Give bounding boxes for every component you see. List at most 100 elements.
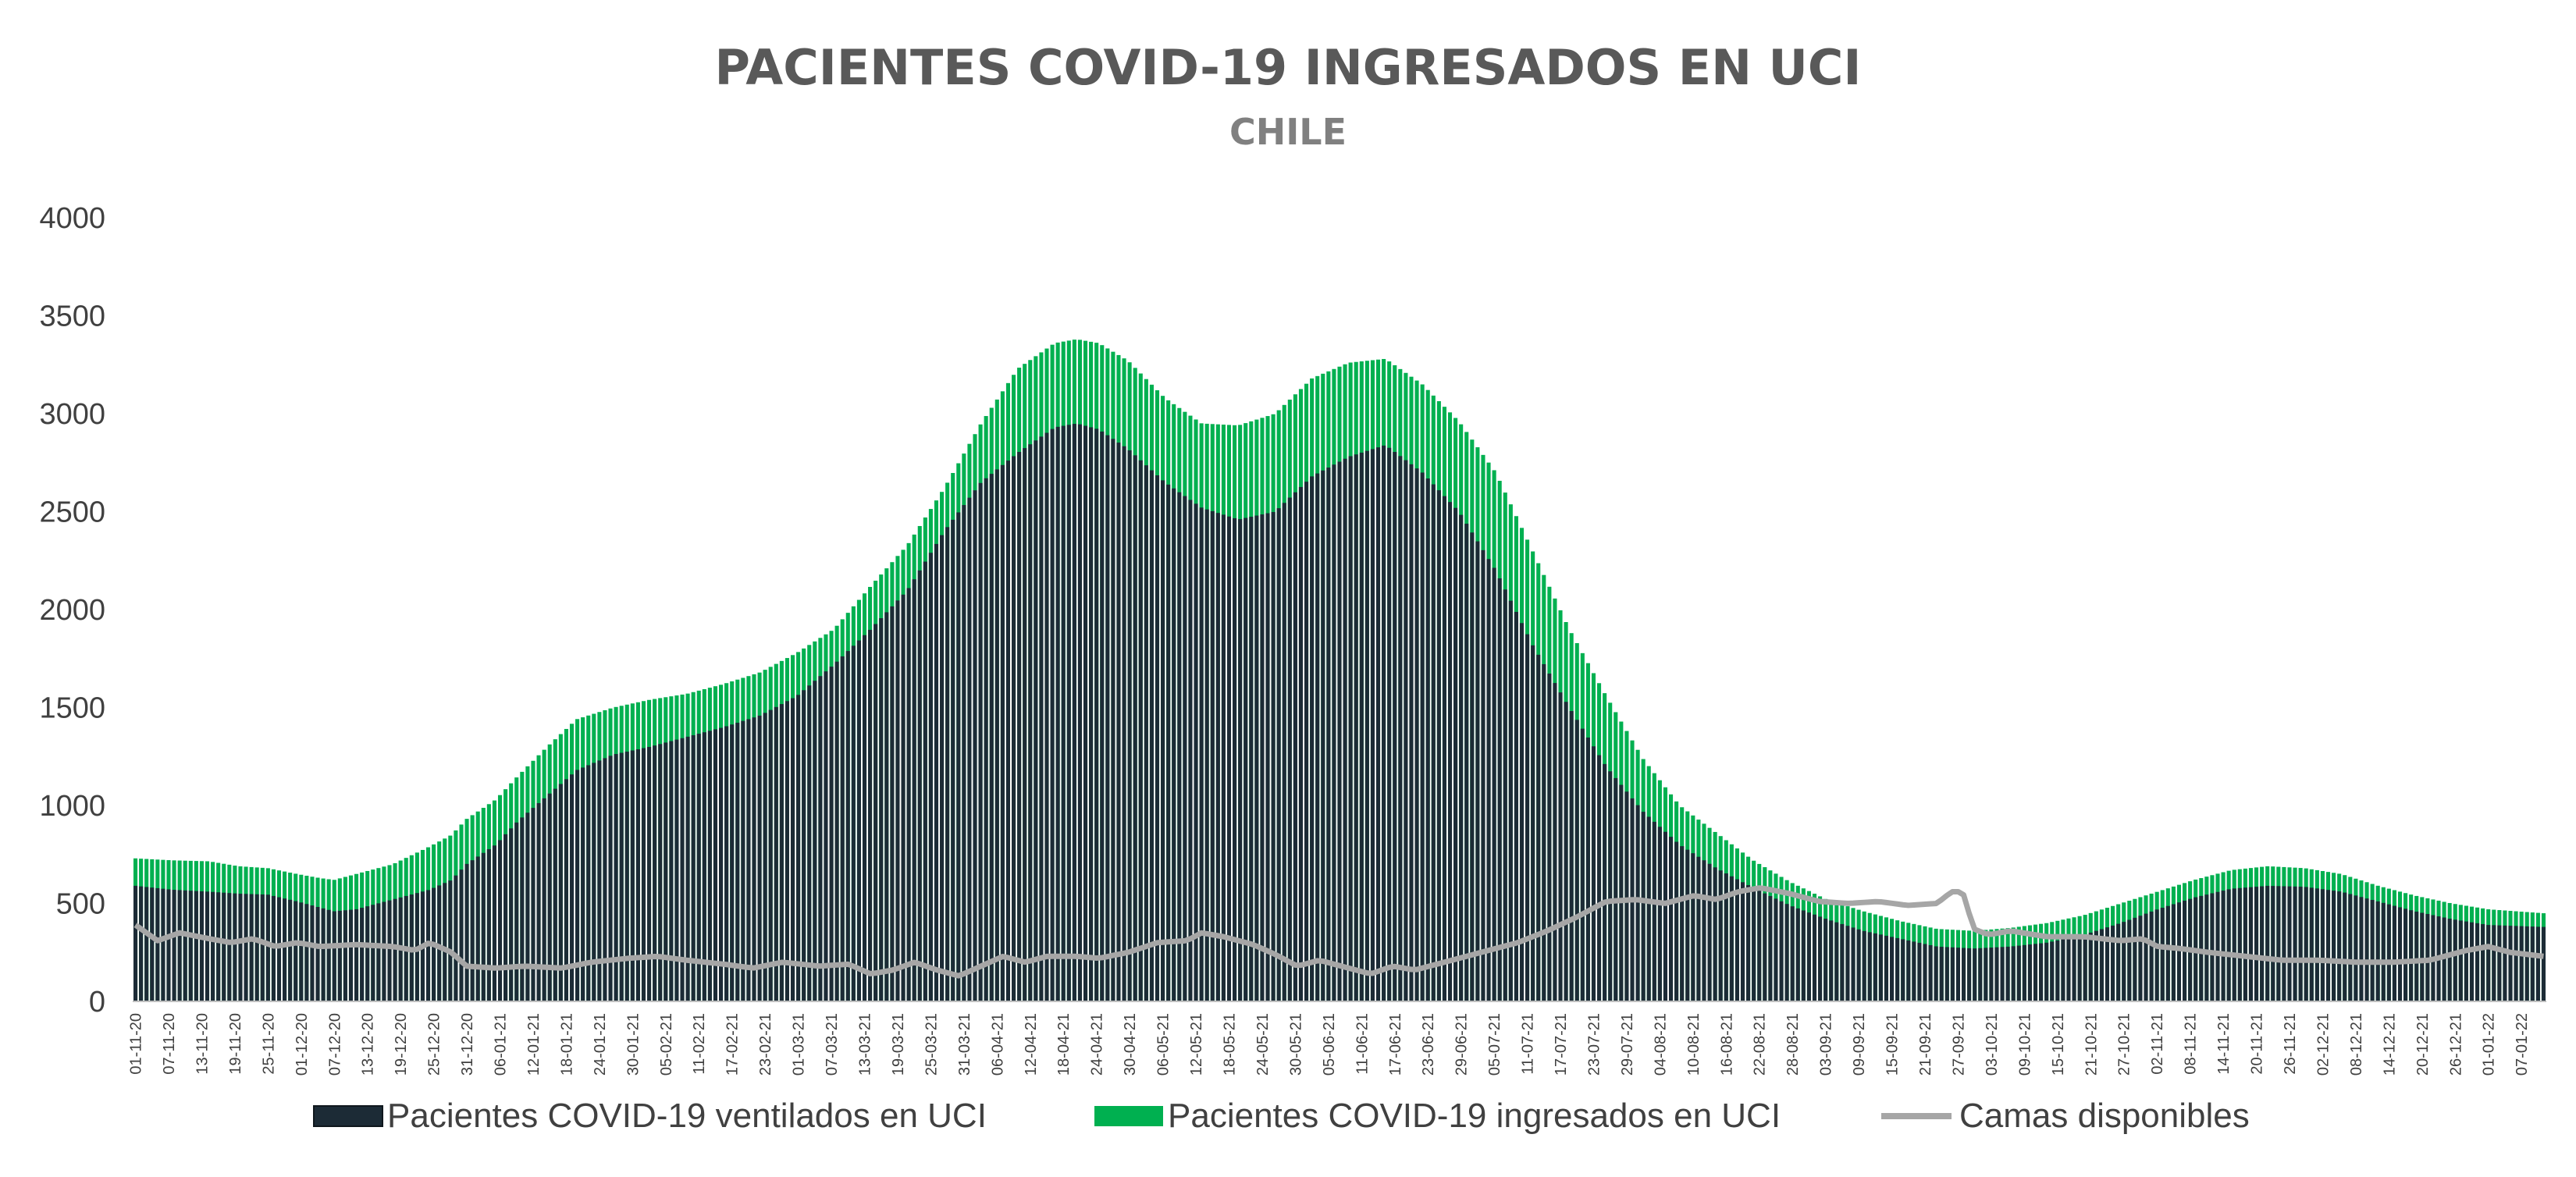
bar-ventilados: [2332, 891, 2336, 1001]
bar-ventilados: [1795, 908, 1800, 1001]
bar-ventilados: [1569, 710, 1574, 1001]
bar-ventilados: [1873, 933, 1877, 1001]
bar-ventilados: [669, 741, 674, 1001]
bar-ventilados: [1735, 879, 1739, 1001]
x-tick-label: 18-01-21: [558, 1013, 575, 1076]
bar-ventilados: [1122, 446, 1126, 1001]
x-tick-label: 03-09-21: [1818, 1013, 1835, 1076]
bar-ventilados: [1912, 941, 1916, 1001]
bar-ventilados: [514, 822, 519, 1001]
bar-ventilados: [614, 754, 618, 1001]
bar-ventilados: [448, 880, 453, 1001]
bar-ventilados: [624, 752, 629, 1001]
bar-ventilados: [785, 701, 789, 1001]
x-tick-label: 29-06-21: [1453, 1013, 1471, 1076]
bar-ventilados: [172, 890, 176, 1001]
bar-ventilados: [1984, 948, 1988, 1001]
bar-ventilados: [2414, 911, 2419, 1001]
bar-ventilados: [199, 891, 204, 1001]
bar-ventilados: [719, 727, 724, 1001]
x-tick-label: 19-11-20: [227, 1013, 244, 1075]
bar-ventilados: [310, 905, 315, 1001]
bar-ventilados: [2337, 891, 2342, 1001]
bar-ventilados: [1404, 460, 1408, 1001]
x-tick-label: 24-05-21: [1254, 1013, 1272, 1076]
bar-ventilados: [276, 897, 282, 1001]
bar-ventilados: [2348, 894, 2353, 1001]
bar-ventilados: [730, 724, 735, 1001]
bar-ventilados: [1028, 444, 1033, 1001]
chart-title: PACIENTES COVID-19 INGRESADOS EN UCI: [715, 39, 1862, 96]
bar-ventilados: [481, 852, 486, 1001]
bar-ventilados: [1050, 428, 1055, 1001]
bar-ventilados: [647, 746, 652, 1001]
bar-ventilados: [2022, 944, 2026, 1001]
bar-ventilados: [326, 909, 331, 1001]
bar-ventilados: [2066, 937, 2071, 1001]
bar-ventilados: [1453, 507, 1458, 1001]
bar-ventilados: [1657, 827, 1662, 1001]
bar-ventilados: [1729, 876, 1734, 1001]
bar-ventilados: [2133, 917, 2137, 1001]
legend-label-ventilados: Pacientes COVID-19 ventilados en UCI: [387, 1097, 987, 1135]
bar-ventilados: [2343, 892, 2347, 1001]
bar-ventilados: [1955, 948, 1960, 1001]
bar-ventilados: [757, 715, 762, 1001]
bar-ventilados: [2524, 926, 2529, 1001]
bar-ventilados: [569, 774, 575, 1001]
bar-ventilados: [354, 909, 359, 1001]
bar-ventilados: [818, 676, 823, 1001]
bar-ventilados: [2304, 887, 2308, 1001]
bar-ventilados: [2375, 901, 2380, 1001]
bar-ventilados: [2519, 926, 2524, 1001]
bar-ventilados: [1359, 452, 1364, 1001]
bar-ventilados: [2458, 920, 2463, 1001]
bar-ventilados: [2359, 897, 2364, 1001]
bar-ventilados: [133, 885, 138, 1001]
bar-ventilados: [2039, 943, 2044, 1001]
x-tick-label: 19-03-21: [890, 1013, 907, 1076]
bar-ventilados: [2475, 923, 2480, 1001]
bar-ventilados: [1265, 513, 1270, 1001]
bar-ventilados: [470, 860, 475, 1001]
bar-ventilados: [641, 748, 646, 1001]
bar-ventilados: [597, 760, 602, 1001]
x-tick-label: 11-02-21: [691, 1013, 708, 1075]
x-tick-label: 21-10-21: [2083, 1013, 2100, 1076]
bar-ventilados: [2514, 926, 2518, 1001]
bar-ventilados: [1470, 532, 1475, 1001]
bar-ventilados: [1194, 503, 1198, 1001]
bar-ventilados: [2144, 913, 2148, 1001]
bar-ventilados: [2364, 898, 2369, 1001]
bar-ventilados: [802, 690, 806, 1001]
bar-ventilados: [2248, 887, 2253, 1001]
bar-ventilados: [2160, 908, 2165, 1001]
bar-ventilados: [575, 770, 580, 1001]
bar-ventilados: [244, 894, 248, 1001]
bar-ventilados: [752, 717, 756, 1001]
x-tick-label: 28-08-21: [1784, 1013, 1802, 1076]
bar-ventilados: [2420, 912, 2425, 1001]
bar-ventilados: [2409, 910, 2414, 1001]
bar-ventilados: [603, 758, 607, 1001]
bar-ventilados: [1784, 904, 1789, 1001]
bar-ventilados: [1580, 728, 1585, 1001]
x-tick-label: 12-05-21: [1188, 1013, 1205, 1076]
bar-ventilados: [1199, 507, 1204, 1001]
bar-ventilados: [315, 906, 320, 1001]
bar-ventilados: [2397, 907, 2403, 1001]
bar-ventilados: [658, 744, 663, 1001]
bar-ventilados: [691, 734, 696, 1001]
bar-ventilados: [1591, 746, 1596, 1001]
bar-ventilados: [1818, 916, 1823, 1001]
bar-ventilados: [840, 656, 845, 1001]
bar-ventilados: [1967, 948, 1972, 1001]
bar-ventilados: [1039, 436, 1044, 1001]
bar-ventilados: [868, 629, 873, 1001]
bar-ventilados: [1531, 645, 1535, 1001]
bar-ventilados: [2265, 885, 2270, 1001]
x-tick-label: 13-11-20: [194, 1013, 211, 1075]
bar-ventilados: [1100, 431, 1105, 1001]
bar-ventilados: [321, 908, 326, 1001]
bar-ventilados: [2442, 917, 2446, 1001]
